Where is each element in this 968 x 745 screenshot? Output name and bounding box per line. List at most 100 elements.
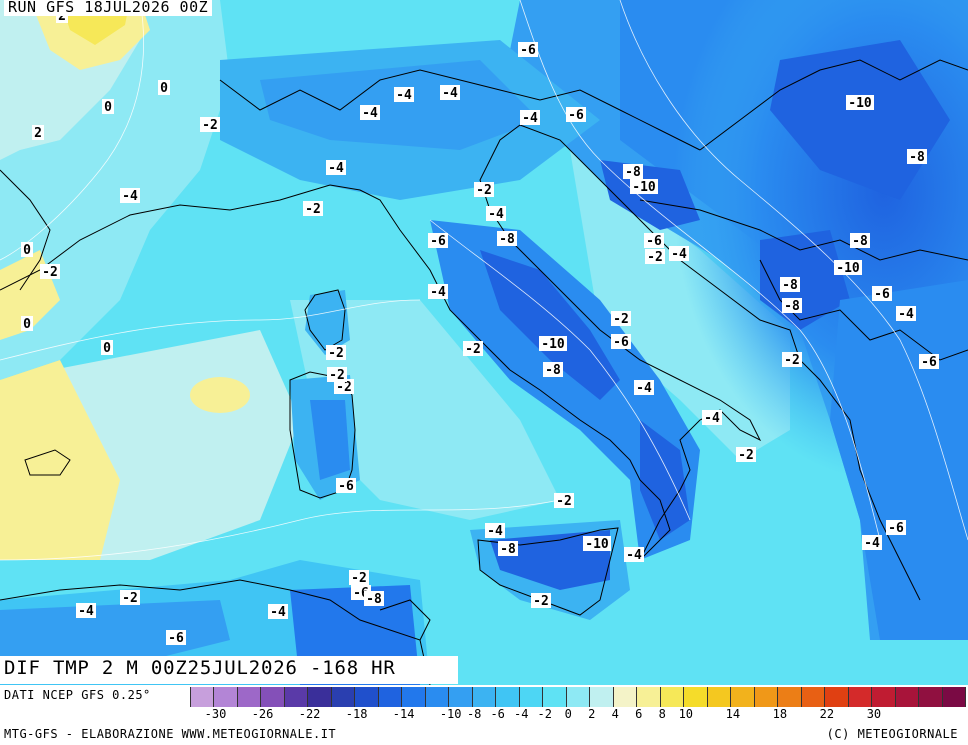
color-scale-cell — [825, 687, 849, 707]
contour-label: 0 — [21, 316, 33, 332]
color-scale-cell — [449, 687, 473, 707]
color-scale-cell — [566, 687, 591, 707]
color-scale-tick-label: -2 — [537, 707, 552, 721]
color-scale-cell — [754, 687, 779, 707]
tunisia-coastline — [379, 599, 431, 641]
svg-text:-4: -4 — [430, 285, 446, 300]
contour-label: -2 — [40, 264, 60, 280]
color-scale-tick-label: 2 — [588, 707, 596, 721]
contour-label: -6 — [518, 42, 538, 58]
color-scale-tick-label: -26 — [251, 707, 274, 721]
contour-label: -2 — [303, 201, 323, 217]
contour-label: -4 — [394, 87, 414, 103]
contour-label: -2 — [200, 117, 220, 133]
svg-text:-4: -4 — [671, 247, 687, 262]
color-scale-tick-label: 22 — [819, 707, 835, 721]
contour-label: -6 — [611, 334, 631, 350]
isoline — [0, 499, 561, 561]
svg-text:-2: -2 — [202, 118, 218, 133]
color-scale-tick-label: 30 — [866, 707, 882, 721]
svg-text:-4: -4 — [636, 381, 652, 396]
svg-text:-2: -2 — [476, 183, 492, 198]
svg-text:-2: -2 — [351, 571, 367, 586]
svg-text:-2: -2 — [328, 346, 344, 361]
color-scale-cell — [519, 687, 544, 707]
svg-text:-2: -2 — [465, 342, 481, 357]
contour-label: -8 — [907, 149, 927, 165]
warm-anomaly-mid — [190, 377, 250, 413]
svg-text:0: 0 — [23, 317, 31, 332]
color-scale-cell — [801, 687, 826, 707]
contour-label: 0 — [101, 340, 113, 356]
color-scale-tick-label: -22 — [298, 707, 321, 721]
italy-coastline — [329, 124, 762, 561]
color-scale-tick-label: 4 — [611, 707, 619, 721]
svg-text:-4: -4 — [522, 111, 538, 126]
color-scale-tick-label: -8 — [466, 707, 482, 721]
contour-label: -2 — [554, 493, 574, 509]
contour-label: -2 — [611, 311, 631, 327]
contour-label: -4 — [486, 206, 506, 222]
sardinia-core — [310, 400, 350, 480]
isoline — [619, 0, 968, 541]
svg-text:-4: -4 — [122, 189, 138, 204]
temperature-anomaly-map: 2002-2-40-200-2-4-4-4-6-4-6-10-8-4-2-2-4… — [0, 0, 968, 685]
contour-label: -6 — [872, 286, 892, 302]
contour-label: -8 — [780, 277, 800, 293]
color-scale-cell — [284, 687, 309, 707]
alps-border — [219, 69, 701, 151]
svg-text:-6: -6 — [613, 335, 629, 350]
color-scale-cell — [848, 687, 873, 707]
contour-label: -2 — [531, 593, 551, 609]
color-scale-tick-label: 18 — [772, 707, 788, 721]
svg-text:-6: -6 — [430, 234, 446, 249]
contour-label: -10 — [583, 536, 611, 552]
contour-label: -6 — [336, 478, 356, 494]
color-scale-tick-label: -6 — [490, 707, 505, 721]
svg-text:-8: -8 — [625, 165, 641, 180]
svg-text:-2: -2 — [556, 494, 572, 509]
color-scale-tick-label: 0 — [564, 707, 572, 721]
color-scale-cell — [355, 687, 379, 707]
svg-text:-2: -2 — [647, 250, 663, 265]
run-header: RUN GFS 18JUL2026 00Z — [4, 0, 213, 16]
contour-label: -8 — [850, 233, 870, 249]
svg-text:-2: -2 — [42, 265, 58, 280]
contour-label: -4 — [360, 105, 380, 121]
svg-text:-8: -8 — [500, 542, 516, 557]
color-scale-cell — [496, 687, 520, 707]
color-scale-tick-label: 8 — [658, 707, 666, 721]
color-scale-cell — [308, 687, 332, 707]
warm-anomaly-sw — [0, 360, 120, 560]
color-scale-cell — [731, 687, 755, 707]
color-scale-cell — [261, 687, 285, 707]
color-scale-cell — [942, 687, 966, 707]
contour-label: -4 — [268, 604, 288, 620]
color-scale-tick-label: -30 — [204, 707, 227, 721]
contour-label: -2 — [327, 367, 347, 383]
balearic-coastline — [24, 449, 71, 476]
isoline — [0, 299, 421, 361]
contour-label: -4 — [326, 160, 346, 176]
contour-label: -8 — [623, 164, 643, 180]
isoline — [429, 219, 691, 521]
color-scale-cell — [543, 687, 567, 707]
svg-text:-10: -10 — [836, 261, 860, 276]
italy-peninsula-field — [430, 220, 700, 560]
color-scale-cell — [872, 687, 896, 707]
contour-label: 0 — [102, 99, 114, 115]
color-scale-cell — [190, 687, 215, 707]
map-title: DIF TMP 2 M 00Z25JUL2026 -168 HR — [4, 657, 396, 679]
contour-label: -4 — [862, 535, 882, 551]
color-scale-cell — [895, 687, 920, 707]
contour-label: -2 — [463, 341, 483, 357]
contour-label: -4 — [702, 410, 722, 426]
contour-label: -8 — [782, 298, 802, 314]
credit-text: MTG-GFS - ELABORAZIONE WWW.METEOGIORNALE… — [4, 727, 337, 741]
svg-text:-8: -8 — [366, 592, 382, 607]
contour-label: -4 — [520, 110, 540, 126]
svg-text:-6: -6 — [646, 234, 662, 249]
contour-label: -2 — [782, 352, 802, 368]
contour-label: -2 — [326, 345, 346, 361]
contour-label: -2 — [334, 379, 354, 395]
